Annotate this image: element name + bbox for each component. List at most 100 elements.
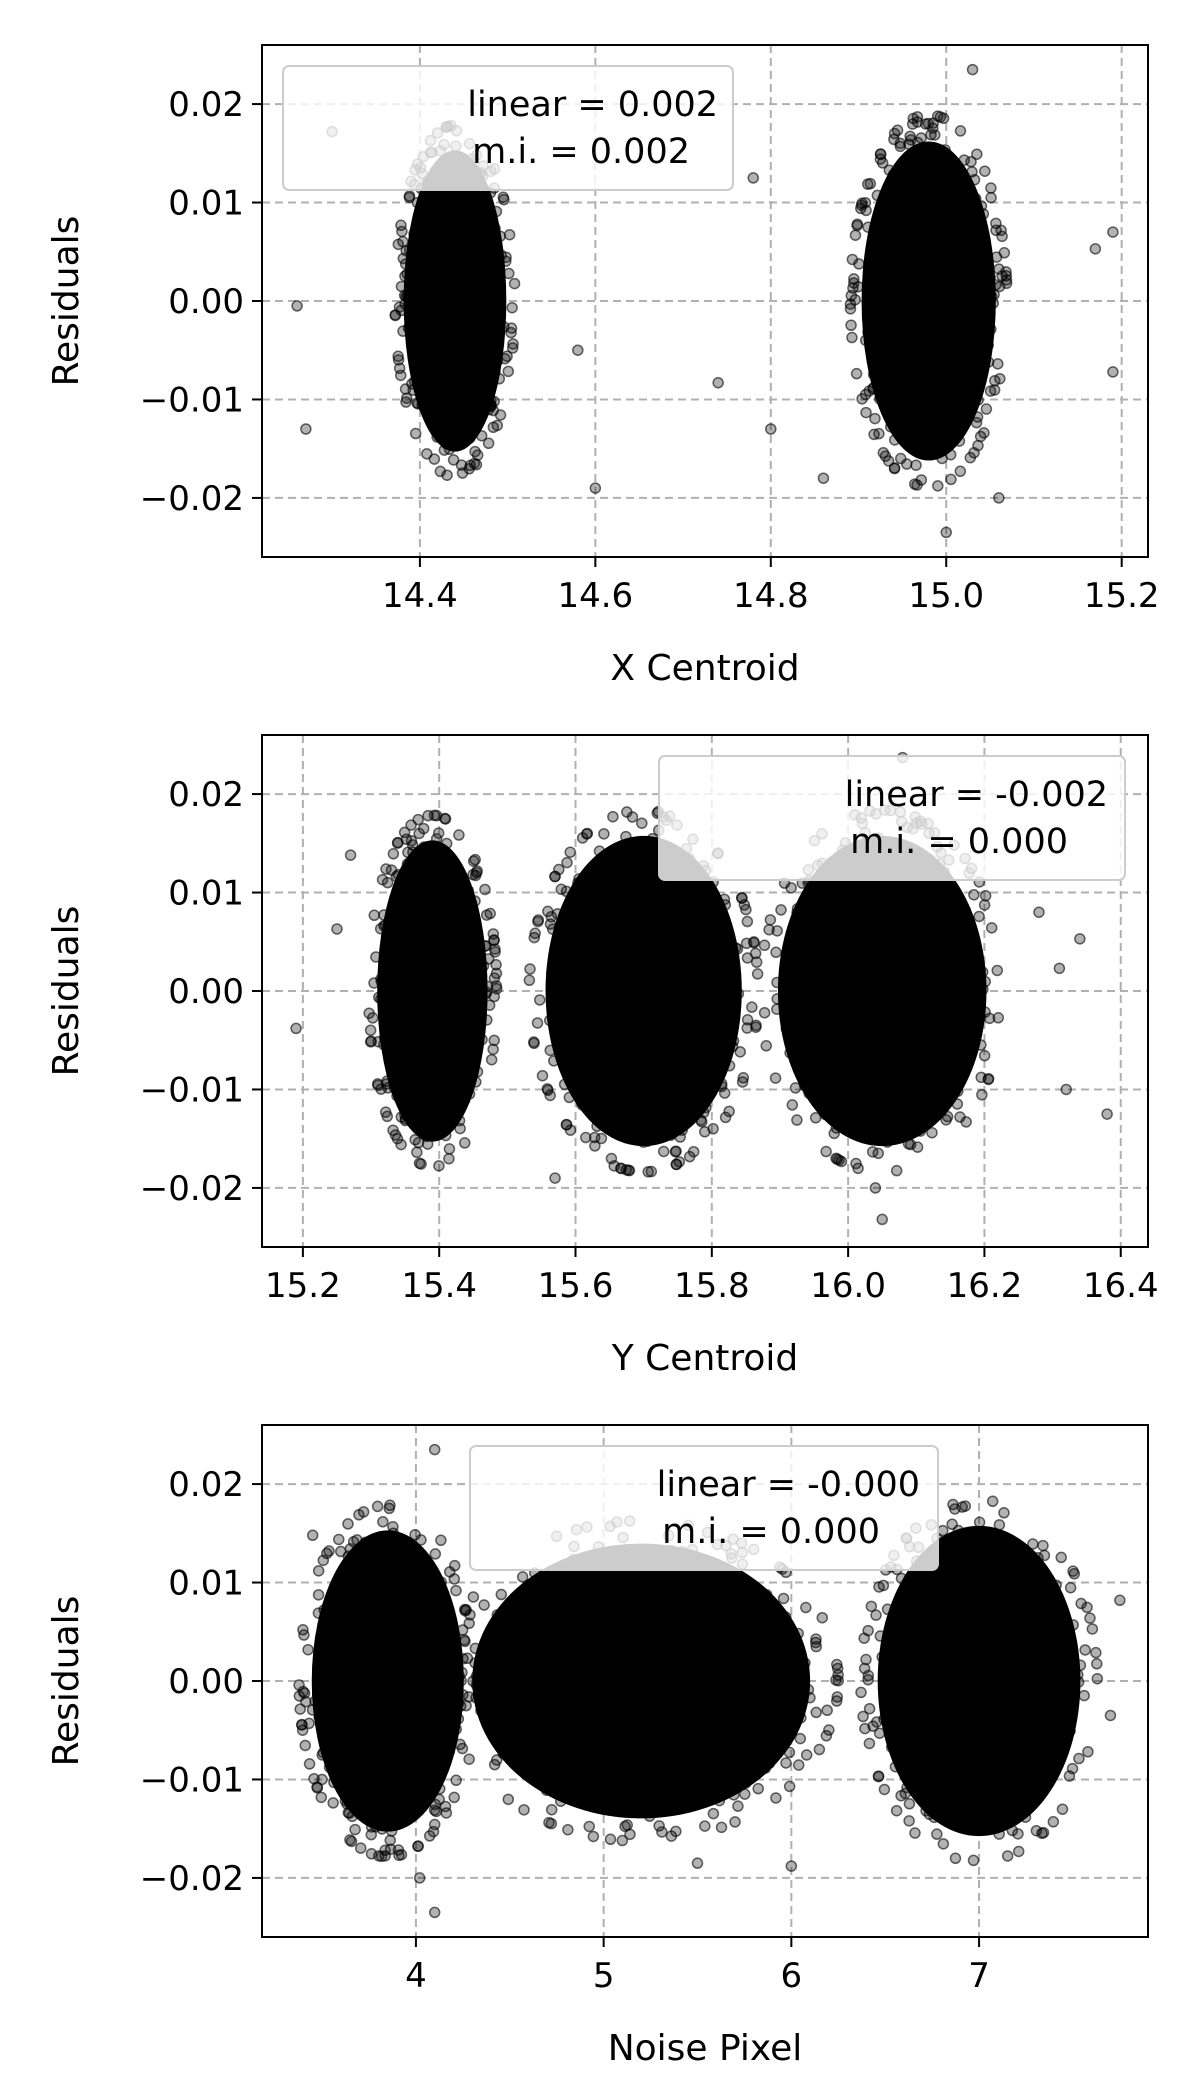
scatter-point <box>592 943 604 956</box>
scatter-point <box>585 931 598 944</box>
scatter-point <box>925 1110 938 1123</box>
scatter-point <box>403 191 416 204</box>
scatter-point <box>417 1046 430 1059</box>
scatter-point <box>939 206 951 219</box>
legend: linear = -0.002 m.i. = 0.000 <box>658 755 1126 881</box>
scatter-point <box>936 452 948 465</box>
scatter-point <box>604 941 617 953</box>
scatter-point <box>982 338 994 351</box>
scatter-point <box>976 1088 988 1101</box>
scatter-point <box>437 281 450 294</box>
scatter-point <box>599 1039 612 1052</box>
scatter-point <box>503 267 515 280</box>
scatter-point <box>443 1143 456 1155</box>
scatter-point <box>912 407 924 420</box>
scatter-point <box>881 1136 894 1148</box>
scatter-point <box>415 1158 427 1170</box>
scatter-point <box>426 853 439 865</box>
scatter-point <box>861 1001 873 1013</box>
scatter-point <box>391 895 403 908</box>
scatter-point <box>869 412 881 425</box>
scatter-point <box>707 1122 719 1135</box>
scatter-point <box>450 1041 462 1053</box>
scatter-point <box>918 174 931 187</box>
scatter-point <box>715 971 728 983</box>
scatter-point <box>576 1098 588 1111</box>
scatter-point <box>680 1110 693 1123</box>
scatter-point <box>550 943 562 955</box>
scatter-point <box>595 1132 608 1145</box>
scatter-point <box>536 1069 549 1082</box>
scatter-point <box>428 404 441 417</box>
scatter-point <box>944 960 957 973</box>
scatter-point <box>388 989 400 1001</box>
scatter-point <box>801 972 813 985</box>
scatter-point <box>856 393 868 405</box>
scatter-point <box>871 300 884 313</box>
scatter-point <box>807 1015 819 1027</box>
scatter-point <box>607 810 619 823</box>
scatter-point-outlier <box>344 849 357 861</box>
scatter-point <box>606 1108 619 1120</box>
scatter-point <box>908 894 920 906</box>
scatter-point <box>836 1077 848 1089</box>
legend-entry-mi: m.i. = 0.002 <box>472 132 690 172</box>
scatter-point <box>633 967 645 979</box>
scatter-point <box>865 248 877 261</box>
scatter-point <box>868 428 880 441</box>
scatter-point <box>911 380 924 393</box>
scatter-point <box>588 890 601 902</box>
scatter-point <box>621 999 634 1011</box>
scatter-point <box>910 270 923 283</box>
scatter-point <box>882 1010 894 1023</box>
scatter-point <box>909 1108 921 1121</box>
scatter-point <box>436 1089 449 1101</box>
scatter-point <box>937 1015 949 1027</box>
scatter-point <box>597 974 609 987</box>
scatter-point <box>878 194 890 207</box>
scatter-point <box>894 140 907 153</box>
scatter-point-outlier <box>300 423 312 435</box>
scatter-point <box>601 1066 614 1078</box>
x-tick-label: 15.6 <box>538 1266 614 1306</box>
scatter-point <box>670 1158 683 1171</box>
scatter-point <box>414 1061 427 1073</box>
scatter-point <box>480 309 492 322</box>
scatter-point <box>771 1003 783 1015</box>
scatter-points <box>291 63 1119 539</box>
scatter-point-outlier <box>291 300 303 312</box>
scatter-point <box>721 981 734 994</box>
scatter-point <box>395 304 407 317</box>
scatter-point <box>656 988 668 1001</box>
scatter-point <box>689 1091 701 1104</box>
scatter-point <box>905 292 917 304</box>
scatter-point <box>968 379 981 391</box>
legend-entry-linear: linear = 0.002 <box>467 85 718 125</box>
scatter-point <box>409 427 422 440</box>
scatter-point <box>966 166 978 178</box>
scatter-point <box>636 855 648 868</box>
scatter-point <box>954 125 967 137</box>
scatter-point <box>973 910 985 923</box>
scatter-point <box>378 920 390 932</box>
scatter-point <box>422 862 434 875</box>
legend-entry-mi: m.i. = 0.000 <box>850 822 1068 862</box>
scatter-point <box>444 419 456 431</box>
scatter-point <box>982 356 995 368</box>
scatter-point <box>968 332 980 344</box>
scatter-point <box>861 921 873 934</box>
scatter-point <box>617 972 630 984</box>
x-tick-label: 15.2 <box>265 1266 341 1306</box>
scatter-point <box>764 914 777 926</box>
scatter-point <box>443 982 456 995</box>
scatter-point <box>444 959 456 971</box>
x-tick-label: 14.4 <box>382 576 458 616</box>
scatter-point <box>874 148 887 160</box>
scatter-point <box>482 437 495 450</box>
scatter-point <box>860 406 872 419</box>
scatter-point <box>927 225 940 238</box>
scatter-point <box>907 428 920 440</box>
scatter-point-outlier <box>966 63 979 76</box>
scatter-point <box>605 1152 618 1165</box>
scatter-point <box>643 1043 656 1055</box>
